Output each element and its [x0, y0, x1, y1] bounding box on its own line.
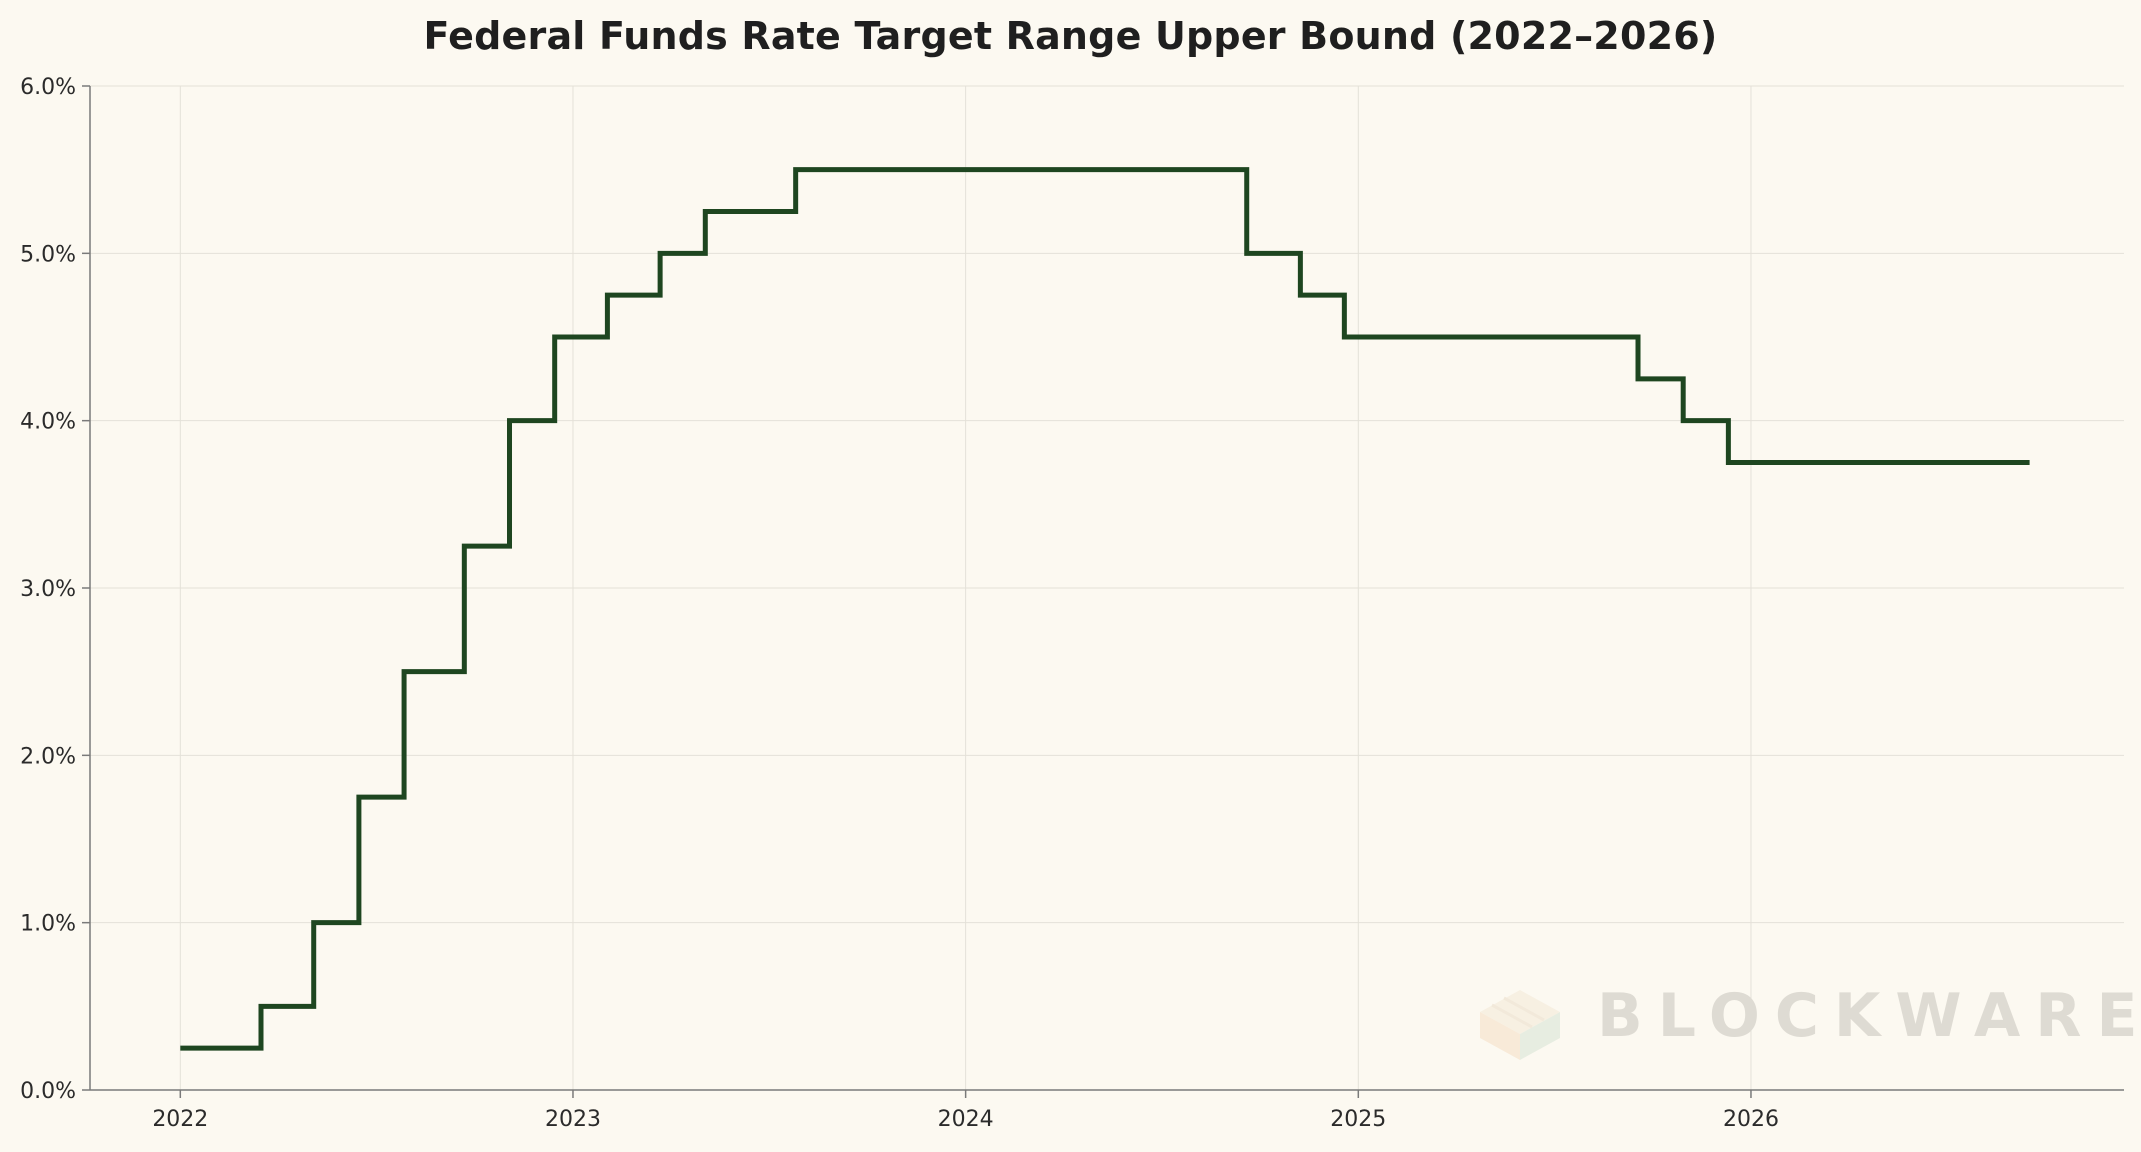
axes	[82, 85, 2124, 1098]
y-tick-label: 5.0%	[20, 242, 76, 267]
x-tick-label: 2025	[1330, 1107, 1386, 1132]
watermark: BLOCKWARE	[1480, 981, 2141, 1060]
cube-logo-icon	[1480, 990, 1560, 1060]
y-tick-label: 0.0%	[20, 1079, 76, 1104]
tick-labels: 0.0% 1.0% 2.0% 3.0% 4.0% 5.0% 6.0% 2022 2023 2024…	[20, 75, 1779, 1132]
grid	[90, 85, 2124, 1091]
x-tick-label: 2024	[938, 1107, 994, 1132]
x-tick-label: 2022	[152, 1107, 208, 1132]
y-tick-label: 4.0%	[20, 410, 76, 435]
series	[180, 167, 2030, 1051]
x-tick-label: 2026	[1723, 1107, 1779, 1132]
y-tick-label: 1.0%	[20, 912, 76, 937]
chart-title: Federal Funds Rate Target Range Upper Bo…	[423, 14, 1718, 58]
y-tick-label: 2.0%	[20, 744, 76, 769]
rate-step-line	[180, 167, 2030, 1051]
y-tick-label: 3.0%	[20, 577, 76, 602]
x-tick-label: 2023	[545, 1107, 601, 1132]
watermark-text: BLOCKWARE	[1597, 981, 2141, 1051]
y-tick-label: 6.0%	[20, 75, 76, 100]
